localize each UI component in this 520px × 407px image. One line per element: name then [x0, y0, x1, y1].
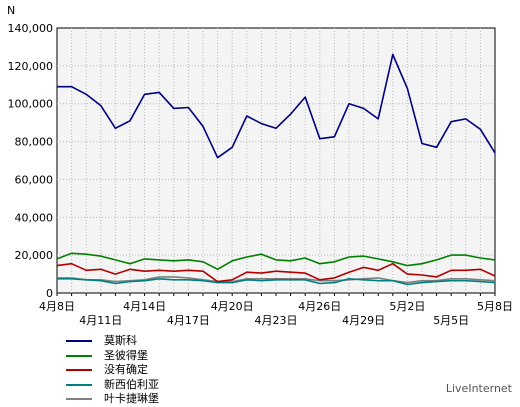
legend-swatch: [66, 340, 92, 343]
x-tick-label: 4月8日: [39, 300, 75, 313]
y-tick-label: 40,000: [15, 211, 54, 224]
x-tick-label: 5月2日: [389, 300, 425, 313]
legend: 莫斯科 圣彼得堡 没有确定 新西伯利亚 叶卡捷琳堡: [66, 334, 159, 407]
x-tick-label: 4月14日: [123, 300, 166, 313]
legend-swatch: [66, 369, 92, 372]
line-chart: 0 20,000 40,000 60,000 80,000 100,000 120,000 1…: [7, 4, 513, 327]
legend-label: 没有确定: [104, 363, 148, 377]
x-tick-label: 5月5日: [433, 314, 469, 327]
series-line: [57, 276, 496, 284]
series-line: [56, 252, 496, 271]
legend-label: 新西伯利亚: [104, 377, 159, 391]
y-tick-label: 140,000: [8, 22, 54, 35]
legend-item: 叶卡捷琳堡: [66, 392, 159, 407]
series-line: [56, 262, 496, 283]
y-tick-label: 120,000: [8, 60, 54, 73]
x-tick-label: 4月20日: [211, 300, 254, 313]
legend-label: 圣彼得堡: [104, 348, 148, 362]
watermark: LiveInternet: [445, 382, 512, 395]
y-tick-label: 20,000: [15, 249, 54, 262]
y-tick-label: 80,000: [15, 136, 54, 149]
x-tick-label: 4月23日: [255, 314, 298, 327]
y-tick-label: 100,000: [8, 98, 54, 111]
x-tick-label: 4月29日: [342, 314, 385, 327]
legend-swatch: [66, 383, 92, 386]
legend-item: 新西伯利亚: [66, 378, 159, 393]
legend-item: 莫斯科: [66, 334, 159, 349]
y-tick-label: 60,000: [15, 173, 54, 186]
series-line: [57, 53, 496, 159]
legend-swatch: [66, 398, 92, 401]
legend-swatch: [66, 354, 92, 357]
y-tick-label: 0: [46, 287, 53, 300]
x-tick-label: 4月26日: [298, 300, 341, 313]
legend-label: 叶卡捷琳堡: [104, 392, 159, 406]
legend-item: 没有确定: [66, 363, 159, 378]
legend-item: 圣彼得堡: [66, 349, 159, 364]
x-tick-label: 4月11日: [79, 314, 122, 327]
legend-label: 莫斯科: [104, 334, 137, 348]
y-axis-label: N: [7, 4, 15, 17]
x-tick-label: 4月17日: [167, 314, 210, 327]
series-line: [57, 277, 496, 286]
x-tick-label: 5月8日: [477, 300, 513, 313]
